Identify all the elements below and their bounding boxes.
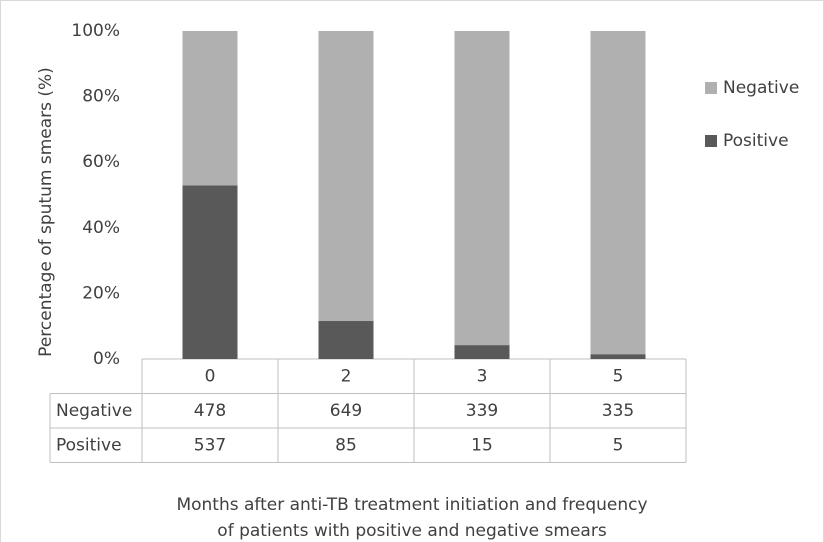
legend-swatch [705, 135, 717, 147]
table-value: 537 [194, 435, 226, 455]
y-tick-label: 0% [93, 349, 120, 369]
table-value: 15 [471, 435, 493, 455]
legend-label: Negative [723, 78, 799, 98]
table-value: 478 [194, 401, 226, 421]
x-tick-label: 3 [477, 366, 488, 386]
table-value: 85 [335, 435, 357, 455]
y-tick-label: 60% [82, 152, 120, 172]
table-row-label: Positive [56, 435, 122, 455]
x-axis-title: of patients with positive and negative s… [217, 521, 607, 541]
x-tick-label: 2 [341, 366, 352, 386]
x-tick-label: 5 [613, 366, 624, 386]
bar-segment [590, 31, 646, 355]
y-tick-label: 40% [82, 218, 120, 238]
bar-segment [182, 185, 238, 359]
legend-label: Positive [723, 131, 789, 151]
table-value: 335 [602, 401, 634, 421]
bar-segment [454, 345, 510, 359]
table-value: 339 [466, 401, 498, 421]
y-axis-title: Percentage of sputum smears (%) [36, 67, 56, 357]
bar-segment [318, 31, 374, 322]
legend-swatch [705, 82, 717, 94]
table-value: 649 [330, 401, 362, 421]
bar-segment [454, 31, 510, 346]
y-tick-label: 80% [82, 87, 120, 107]
y-tick-label: 20% [82, 283, 120, 303]
bar-segment [318, 321, 374, 359]
bar-segment [590, 354, 646, 359]
bar-segment [182, 31, 238, 186]
x-axis-title: Months after anti-TB treatment initiatio… [176, 495, 647, 515]
x-tick-label: 0 [205, 366, 216, 386]
y-tick-label: 100% [71, 21, 120, 41]
table-value: 5 [613, 435, 624, 455]
table-row-label: Negative [56, 401, 132, 421]
